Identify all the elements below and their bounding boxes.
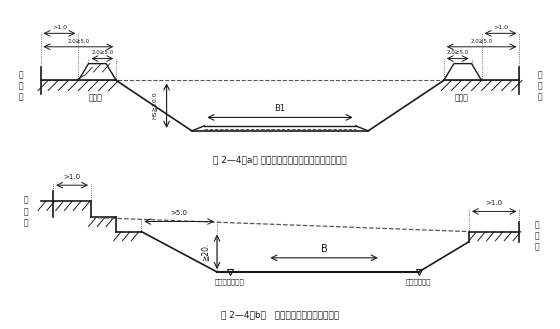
Text: B: B <box>321 244 328 254</box>
Text: 弃土堆: 弃土堆 <box>455 94 468 103</box>
Text: B1: B1 <box>274 104 286 113</box>
Text: 纵断面路肩标高: 纵断面路肩标高 <box>214 278 245 285</box>
Text: 用
地
界: 用 地 界 <box>23 196 28 227</box>
Text: 2.0≥5.0: 2.0≥5.0 <box>91 50 114 55</box>
Text: >1.0: >1.0 <box>63 174 81 180</box>
Text: 路肩设计标高: 路肩设计标高 <box>406 278 431 285</box>
Text: 图 2—4（a） 聃性土有弃土堆路基标准设计断面图: 图 2—4（a） 聃性土有弃土堆路基标准设计断面图 <box>213 155 347 164</box>
Text: >1.0: >1.0 <box>52 25 67 30</box>
Text: 用
地
界: 用 地 界 <box>18 70 23 101</box>
Text: 2.0≥5.0: 2.0≥5.0 <box>446 50 469 55</box>
Text: ≧20.: ≧20. <box>200 242 209 261</box>
Text: 用
地
界: 用 地 界 <box>537 70 542 101</box>
Text: 弃土堆: 弃土堆 <box>89 94 103 103</box>
Text: >1.0: >1.0 <box>493 25 508 30</box>
Text: HS≧20.0: HS≧20.0 <box>152 92 156 119</box>
Text: >5.0: >5.0 <box>171 211 188 216</box>
Text: >1.0: >1.0 <box>486 200 503 206</box>
Text: 图 2—4（b）   无弃土堆路基标准设计断面: 图 2—4（b） 无弃土堆路基标准设计断面 <box>221 310 339 319</box>
Text: 2.0≥5.0: 2.0≥5.0 <box>470 38 493 43</box>
Text: 用
地
界: 用 地 界 <box>535 220 539 251</box>
Text: 2.0≥5.0: 2.0≥5.0 <box>67 38 90 43</box>
